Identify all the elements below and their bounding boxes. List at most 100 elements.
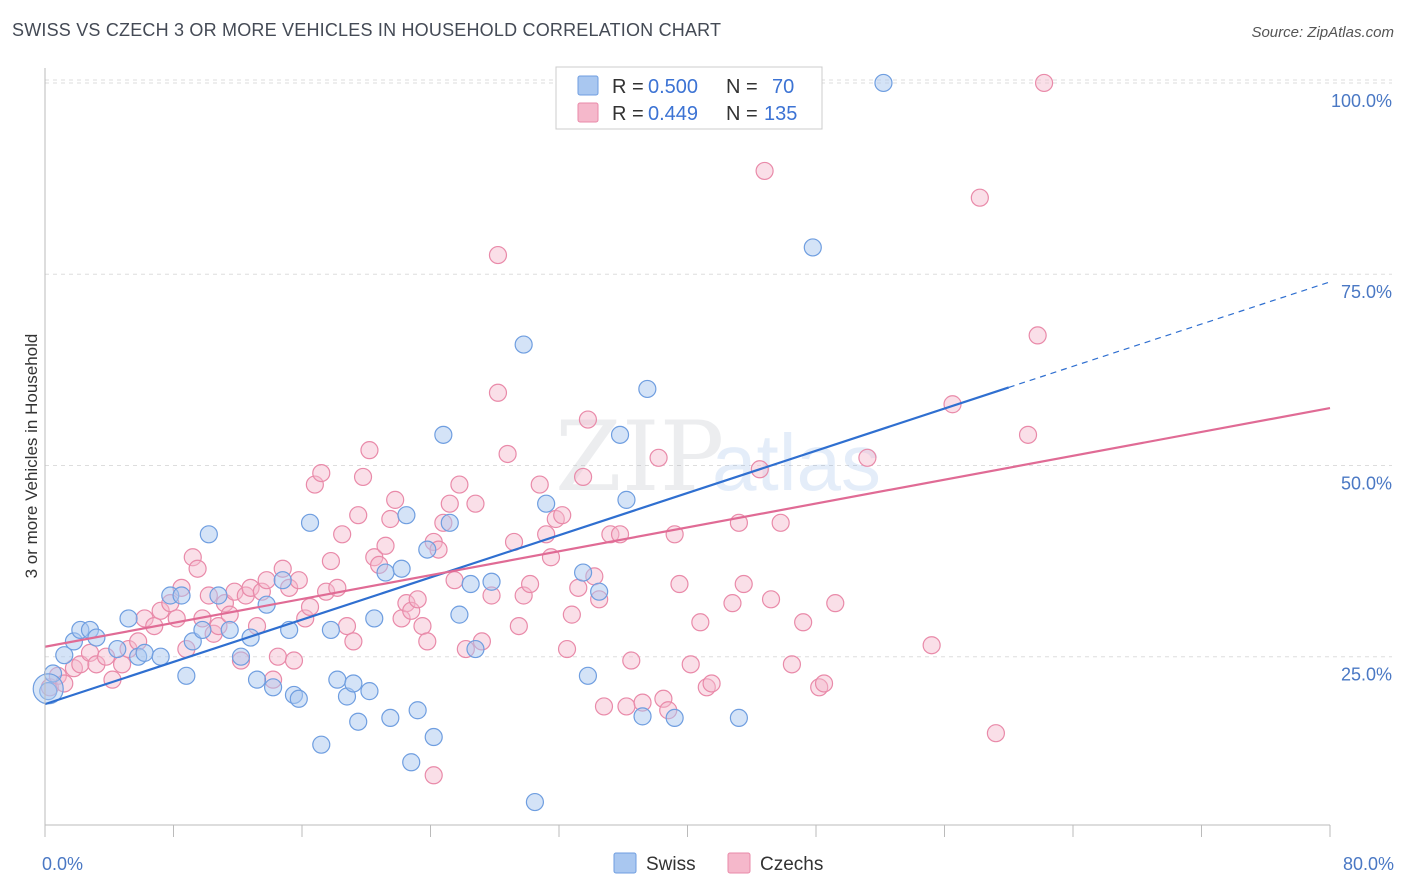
- czech-point: [514, 586, 533, 605]
- czech-point: [402, 601, 421, 620]
- czech-point: [300, 597, 320, 617]
- watermark-zip: ZIP: [555, 401, 724, 513]
- czech-point: [557, 639, 577, 659]
- czech-point: [112, 655, 132, 674]
- swiss-point: [392, 559, 411, 578]
- czech-point: [386, 490, 405, 509]
- czech-point: [553, 506, 572, 525]
- czech-point: [681, 655, 700, 674]
- swiss-point: [273, 571, 292, 590]
- swiss-point: [247, 670, 267, 689]
- czech-point: [578, 410, 598, 429]
- czech-point: [321, 551, 341, 571]
- swiss-point: [365, 609, 384, 628]
- swiss-point: [312, 735, 331, 754]
- swiss-point: [525, 792, 545, 812]
- czech-point: [488, 245, 508, 265]
- czech-point: [333, 525, 352, 544]
- swiss-point: [376, 563, 395, 582]
- swiss-point: [440, 513, 459, 532]
- legend-n-label: N =: [726, 76, 758, 98]
- czech-point: [381, 509, 400, 529]
- swiss-trend-extension: [1008, 281, 1331, 388]
- swiss-point: [55, 646, 74, 665]
- swiss-point: [220, 620, 239, 640]
- swiss-point: [381, 708, 400, 728]
- czech-point: [498, 444, 517, 464]
- czech-point: [440, 494, 459, 513]
- czech-point: [284, 651, 304, 670]
- czech-point: [413, 616, 432, 636]
- czech-point: [986, 724, 1006, 743]
- y-axis-title: 3 or more Vehicles in Household: [22, 334, 41, 579]
- legend-r-value-swiss: 0.500: [648, 76, 698, 98]
- legend-r-label: R =: [612, 76, 644, 98]
- czech-point: [87, 655, 106, 674]
- czech-point: [723, 594, 742, 613]
- czech-point: [562, 605, 581, 624]
- czech-point: [922, 636, 941, 655]
- y-tick-label: 25.0%: [1341, 665, 1392, 685]
- y-tick-label: 100.0%: [1331, 91, 1392, 111]
- czech-point: [654, 689, 673, 708]
- swiss-point: [231, 647, 251, 666]
- swiss-point: [349, 712, 368, 731]
- swiss-point: [729, 708, 749, 728]
- swiss-point: [638, 379, 657, 399]
- czech-point: [289, 571, 308, 590]
- czech-point: [814, 674, 834, 693]
- czech-point: [353, 467, 373, 487]
- czech-point: [349, 506, 368, 525]
- axes: 25.0% 50.0% 75.0% 100.0% 0.0% 80.0%: [42, 68, 1394, 874]
- czech-point: [826, 594, 845, 613]
- swiss-point: [289, 689, 308, 708]
- x-tick-label-max: 80.0%: [1343, 854, 1394, 874]
- czech-point: [408, 590, 427, 609]
- swiss-point: [344, 674, 363, 693]
- czech-point: [183, 548, 202, 567]
- swiss-point: [461, 574, 480, 594]
- swiss-point: [172, 586, 191, 605]
- legend-swatch-swiss: [577, 75, 599, 96]
- czech-point: [569, 578, 588, 597]
- czech-point: [450, 475, 469, 494]
- swiss-point: [424, 727, 443, 747]
- czech-point: [970, 188, 989, 207]
- swiss-point: [610, 425, 630, 444]
- bottom-legend: Swiss Czechs: [613, 852, 823, 875]
- watermark-atlas: atlas: [712, 418, 881, 507]
- swiss-point: [514, 335, 533, 354]
- czech-point: [755, 161, 774, 181]
- czech-point: [761, 590, 781, 609]
- czech-point: [573, 467, 593, 487]
- swiss-point: [537, 494, 556, 513]
- czech-point: [520, 574, 540, 594]
- czech-point: [622, 651, 641, 670]
- czech-point: [530, 475, 549, 494]
- czech-point: [268, 647, 288, 666]
- swiss-point: [665, 708, 684, 728]
- swiss-point: [590, 582, 609, 601]
- czech-trend-line: [44, 406, 1331, 648]
- czech-point: [670, 574, 689, 594]
- swiss-trend-line: [44, 386, 1010, 706]
- legend-swatch-czech: [577, 102, 599, 123]
- swiss-points: [32, 73, 893, 812]
- y-tick-label: 50.0%: [1341, 473, 1392, 493]
- czech-point: [771, 513, 790, 532]
- swiss-point: [39, 682, 58, 701]
- legend-n-value-swiss: 70: [772, 76, 794, 98]
- bottom-legend-czechs: Czechs: [760, 854, 823, 875]
- swiss-point: [328, 670, 347, 689]
- swiss-point: [321, 620, 341, 640]
- x-tick-label-min: 0.0%: [42, 854, 83, 874]
- swiss-point: [466, 639, 485, 659]
- czech-point: [312, 464, 331, 483]
- czech-point: [337, 616, 357, 636]
- grid-layer: [45, 79, 1392, 658]
- swiss-point: [193, 620, 212, 640]
- czech-point: [782, 655, 802, 674]
- czech-point: [445, 571, 464, 590]
- swiss-point: [151, 647, 170, 666]
